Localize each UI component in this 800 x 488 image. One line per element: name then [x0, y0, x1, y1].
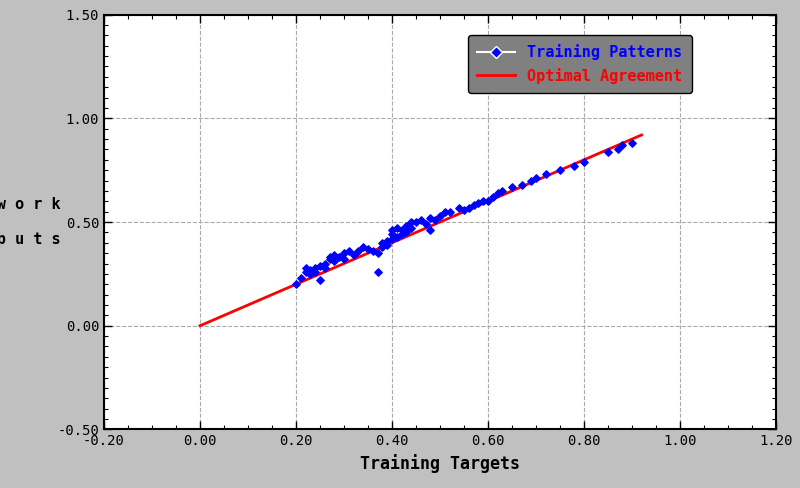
Point [472, 200, 485, 207]
Point [424, 214, 437, 222]
Point [314, 262, 326, 269]
X-axis label: Training Targets: Training Targets [360, 454, 520, 473]
Point [462, 203, 475, 211]
Point [323, 256, 336, 264]
Point [309, 264, 322, 271]
Point [371, 268, 384, 276]
Point [390, 233, 403, 241]
Point [323, 253, 336, 261]
Point [400, 228, 413, 236]
Point [333, 253, 346, 261]
Point [458, 206, 470, 214]
Point [486, 193, 499, 201]
Point [616, 142, 629, 149]
Point [539, 170, 552, 178]
Point [400, 222, 413, 230]
Point [611, 145, 624, 153]
Point [554, 166, 566, 174]
Point [376, 243, 389, 251]
Legend: Training Patterns, Optimal Agreement: Training Patterns, Optimal Agreement [468, 35, 692, 93]
Point [491, 189, 504, 197]
Point [602, 147, 614, 155]
Point [525, 177, 538, 184]
Point [366, 247, 379, 255]
Point [318, 264, 331, 271]
Point [381, 241, 394, 249]
Point [309, 268, 322, 276]
Point [299, 264, 312, 271]
Point [371, 249, 384, 257]
Point [357, 243, 370, 251]
Point [304, 266, 317, 274]
Point [290, 280, 302, 288]
Point [506, 183, 518, 191]
Point [386, 231, 398, 239]
Point [381, 237, 394, 244]
Point [386, 226, 398, 234]
Point [453, 203, 466, 211]
Point [328, 251, 341, 259]
Point [352, 247, 365, 255]
Point [414, 216, 427, 224]
Point [362, 245, 374, 253]
Point [477, 197, 490, 205]
Point [395, 226, 408, 234]
Point [410, 218, 422, 226]
Point [376, 239, 389, 246]
Point [434, 212, 446, 220]
Point [395, 231, 408, 239]
Y-axis label: N e t w o r k

O u t p u t s: N e t w o r k O u t p u t s [0, 197, 61, 247]
Point [338, 256, 350, 264]
Point [405, 224, 418, 232]
Point [299, 268, 312, 276]
Point [568, 162, 581, 170]
Point [328, 258, 341, 265]
Point [578, 158, 590, 166]
Point [626, 140, 638, 147]
Point [467, 202, 480, 209]
Point [347, 251, 360, 259]
Point [429, 216, 442, 224]
Point [386, 235, 398, 243]
Point [482, 197, 494, 205]
Point [515, 181, 528, 188]
Point [530, 175, 542, 183]
Point [304, 270, 317, 278]
Point [424, 226, 437, 234]
Point [496, 187, 509, 195]
Point [338, 249, 350, 257]
Point [405, 218, 418, 226]
Point [342, 247, 355, 255]
Point [318, 260, 331, 267]
Point [438, 208, 451, 216]
Point [314, 276, 326, 284]
Point [390, 224, 403, 232]
Point [443, 208, 456, 216]
Point [419, 220, 432, 228]
Point [294, 274, 307, 282]
